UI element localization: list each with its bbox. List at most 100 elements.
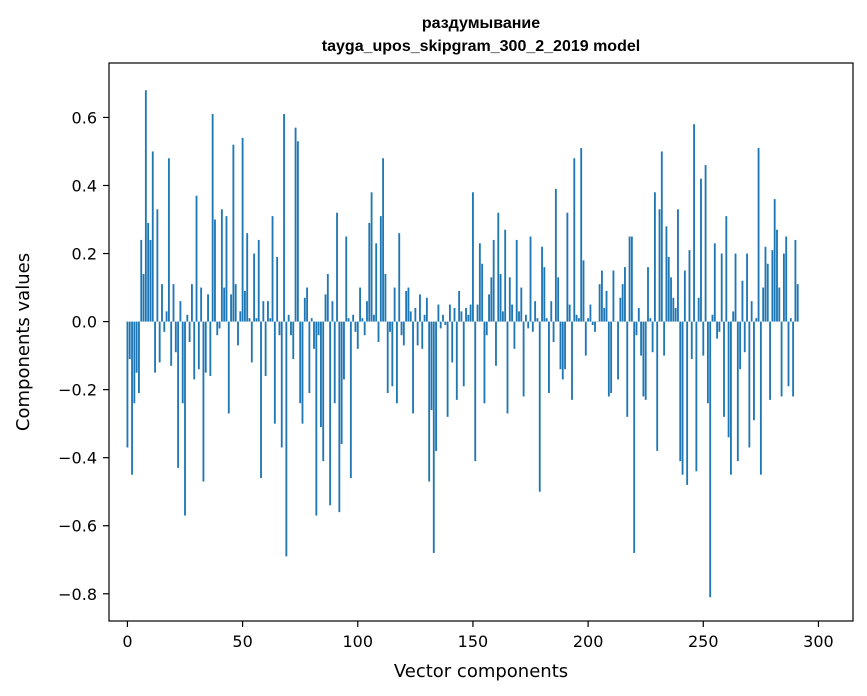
bar-286 — [785, 236, 788, 322]
bar-67 — [280, 321, 283, 448]
bar-206 — [601, 270, 603, 322]
bar-21 — [174, 321, 177, 353]
bar-227 — [649, 318, 652, 322]
bar-9 — [147, 222, 150, 322]
bar-183 — [548, 321, 550, 394]
bar-90 — [333, 321, 336, 404]
bar-164 — [504, 229, 507, 322]
bar-56 — [255, 318, 258, 322]
bar-241 — [681, 321, 684, 475]
bar-163 — [501, 311, 504, 322]
bar-222 — [637, 307, 640, 322]
bar-161 — [497, 212, 500, 322]
bar-69 — [285, 321, 288, 557]
bar-29 — [193, 321, 196, 380]
bar-139 — [446, 321, 449, 417]
bar-190 — [564, 321, 566, 370]
bar-218 — [628, 236, 631, 322]
bar-166 — [508, 277, 511, 322]
bar-245 — [690, 321, 693, 360]
bar-142 — [453, 307, 456, 322]
bar-134 — [435, 321, 437, 451]
bar-71 — [290, 321, 292, 336]
bar-83 — [317, 321, 320, 336]
x-tick-label: 200 — [573, 632, 604, 651]
bar-188 — [559, 321, 562, 370]
bar-4 — [135, 321, 138, 373]
bar-214 — [619, 297, 622, 322]
bar-98 — [352, 314, 355, 322]
bar-273 — [755, 318, 758, 322]
bar-189 — [561, 321, 564, 380]
bar-66 — [278, 321, 281, 336]
bar-250 — [702, 321, 705, 356]
bar-96 — [347, 318, 350, 322]
bar-151 — [474, 321, 477, 462]
bar-42 — [223, 287, 226, 322]
bar-141 — [451, 321, 454, 363]
bar-53 — [248, 318, 251, 322]
bar-40 — [218, 321, 221, 329]
bar-10 — [149, 239, 152, 322]
bar-125 — [414, 307, 417, 322]
bar-202 — [591, 321, 594, 325]
bar-119 — [400, 321, 403, 336]
bar-252 — [706, 321, 709, 404]
x-tick-label: 300 — [803, 632, 834, 651]
bar-185 — [552, 321, 555, 342]
bar-244 — [688, 250, 691, 322]
y-axis-label: Components values — [13, 253, 34, 431]
bar-165 — [506, 321, 509, 414]
bar-54 — [250, 321, 253, 363]
bar-112 — [384, 273, 387, 322]
bar-84 — [319, 321, 322, 428]
bar-11 — [151, 151, 154, 322]
bar-6 — [140, 239, 143, 322]
bar-221 — [635, 321, 638, 336]
bar-207 — [603, 307, 606, 322]
bar-137 — [442, 314, 444, 322]
bar-284 — [780, 321, 783, 397]
bar-173 — [525, 314, 527, 322]
bar-38 — [214, 219, 216, 322]
bar-213 — [617, 321, 619, 380]
bar-268 — [743, 321, 746, 353]
bar-198 — [582, 260, 585, 322]
bar-283 — [778, 287, 781, 322]
bar-17 — [165, 311, 168, 322]
bar-209 — [607, 321, 610, 397]
bar-171 — [520, 287, 523, 322]
bar-95 — [345, 236, 348, 322]
bar-49 — [239, 311, 242, 322]
bar-60 — [264, 321, 267, 377]
bar-48 — [237, 321, 239, 346]
bar-255 — [713, 243, 716, 322]
bar-233 — [663, 321, 666, 356]
bar-105 — [368, 222, 371, 322]
bar-92 — [338, 321, 341, 513]
bar-225 — [644, 321, 647, 400]
bar-3 — [133, 321, 136, 404]
bar-256 — [716, 321, 719, 339]
bar-144 — [458, 290, 461, 322]
y-tick-label: −0.2 — [58, 381, 97, 400]
bar-220 — [633, 321, 636, 553]
bar-270 — [748, 321, 751, 448]
bar-148 — [467, 314, 470, 322]
bar-26 — [186, 314, 189, 322]
bar-127 — [419, 294, 421, 322]
bar-208 — [605, 290, 608, 322]
bar-192 — [568, 304, 571, 322]
bar-85 — [322, 321, 325, 462]
bar-159 — [492, 239, 495, 322]
bar-16 — [163, 321, 166, 332]
bar-242 — [683, 270, 686, 322]
bar-104 — [366, 301, 368, 322]
bar-12 — [154, 321, 156, 373]
bar-110 — [379, 216, 382, 322]
bar-1 — [128, 321, 131, 360]
y-tick-label: −0.6 — [58, 517, 97, 536]
bar-74 — [296, 141, 299, 322]
bar-275 — [759, 321, 762, 475]
y-tick-label: 0.6 — [72, 108, 97, 127]
